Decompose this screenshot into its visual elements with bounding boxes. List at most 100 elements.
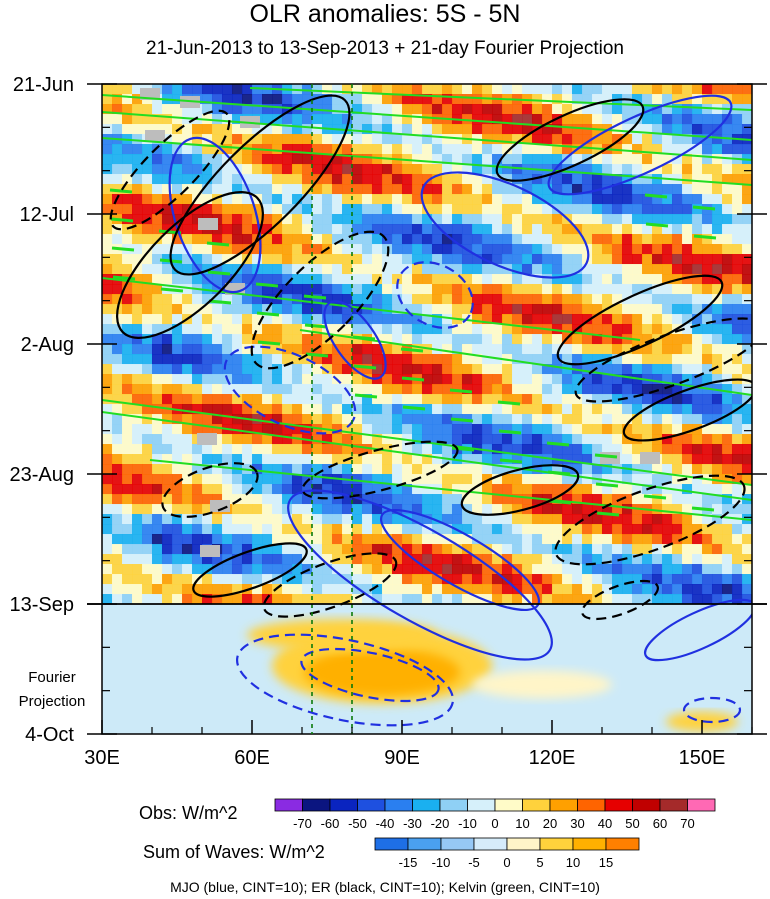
field-cell [252,334,263,345]
field-cell [562,414,573,425]
field-cell [602,434,613,445]
field-cell [272,504,283,515]
field-cell [482,434,493,445]
mjo-contour-negative [223,345,357,435]
field-cell [302,464,313,475]
field-cell [482,84,493,95]
kelvin-contour-segment [596,511,620,517]
field-cell [522,544,533,555]
field-cell [302,524,313,535]
field-cell [512,124,523,135]
field-cell [212,274,223,285]
field-cell [162,564,173,575]
field-cell [212,574,223,585]
field-cell [412,244,423,255]
field-cell [652,524,663,535]
field-cell [392,454,403,465]
field-cell [672,444,683,455]
field-cell [202,154,213,165]
field-cell [612,344,623,355]
field-cell [722,154,733,165]
field-cell [732,304,743,315]
field-cell [582,234,593,245]
field-cell [322,574,333,585]
field-cell [162,194,173,205]
field-cell [662,594,673,605]
field-cell [112,554,123,565]
field-cell [672,554,683,565]
field-cell [692,404,703,415]
field-cell [522,264,533,275]
field-cell [652,384,663,395]
field-cell [532,364,543,375]
field-cell [732,264,743,275]
field-cell [312,354,323,365]
field-cell [152,164,163,175]
field-cell [662,464,673,475]
field-cell [672,304,683,315]
field-cell [232,474,243,485]
field-cell [412,554,423,565]
field-cell [712,424,723,435]
field-cell [352,194,363,205]
field-cell [442,194,453,205]
field-cell [212,594,223,605]
field-cell [672,104,683,115]
field-cell [102,414,113,425]
field-cell [632,294,643,305]
field-cell [112,374,123,385]
field-cell [342,254,353,265]
field-cell [322,464,333,475]
field-cell [682,564,693,575]
field-cell [462,474,473,485]
field-cell [692,534,703,545]
field-cell [252,414,263,425]
field-cell [332,214,343,225]
field-cell [742,464,752,475]
field-cell [232,354,243,365]
field-cell [712,464,723,475]
field-cell [742,524,752,535]
field-cell [432,384,443,395]
field-cell [182,444,193,455]
field-cell [292,354,303,365]
colorbar-level-label: -40 [376,816,395,831]
field-cell [482,584,493,595]
field-cell [442,494,453,505]
field-cell [722,234,733,245]
field-cell [222,174,233,185]
field-cell [212,384,223,395]
field-cell [462,164,473,175]
field-cell [712,364,723,375]
field-cell [512,504,523,515]
field-cell [242,94,253,105]
field-cell [552,404,563,415]
field-cell [142,394,153,405]
field-cell [492,194,503,205]
field-cell [172,504,183,515]
field-cell [292,244,303,255]
field-cell [342,244,353,255]
field-cell [522,354,533,365]
field-cell [442,554,453,565]
field-cell [202,524,213,535]
field-cell [602,284,613,295]
field-cell [682,534,693,545]
field-cell [462,284,473,295]
field-cell [662,194,673,205]
field-cell [222,244,233,255]
field-cell [242,444,253,455]
field-cell [612,464,623,475]
field-cell [342,354,353,365]
field-cell [352,264,363,275]
field-cell [142,354,153,365]
field-cell [532,154,543,165]
field-cell [732,504,743,515]
field-cell [262,374,273,385]
field-cell [132,354,143,365]
field-cell [512,384,523,395]
field-cell [192,454,203,465]
field-cell [422,154,433,165]
field-cell [322,174,333,185]
field-cell [132,474,143,485]
